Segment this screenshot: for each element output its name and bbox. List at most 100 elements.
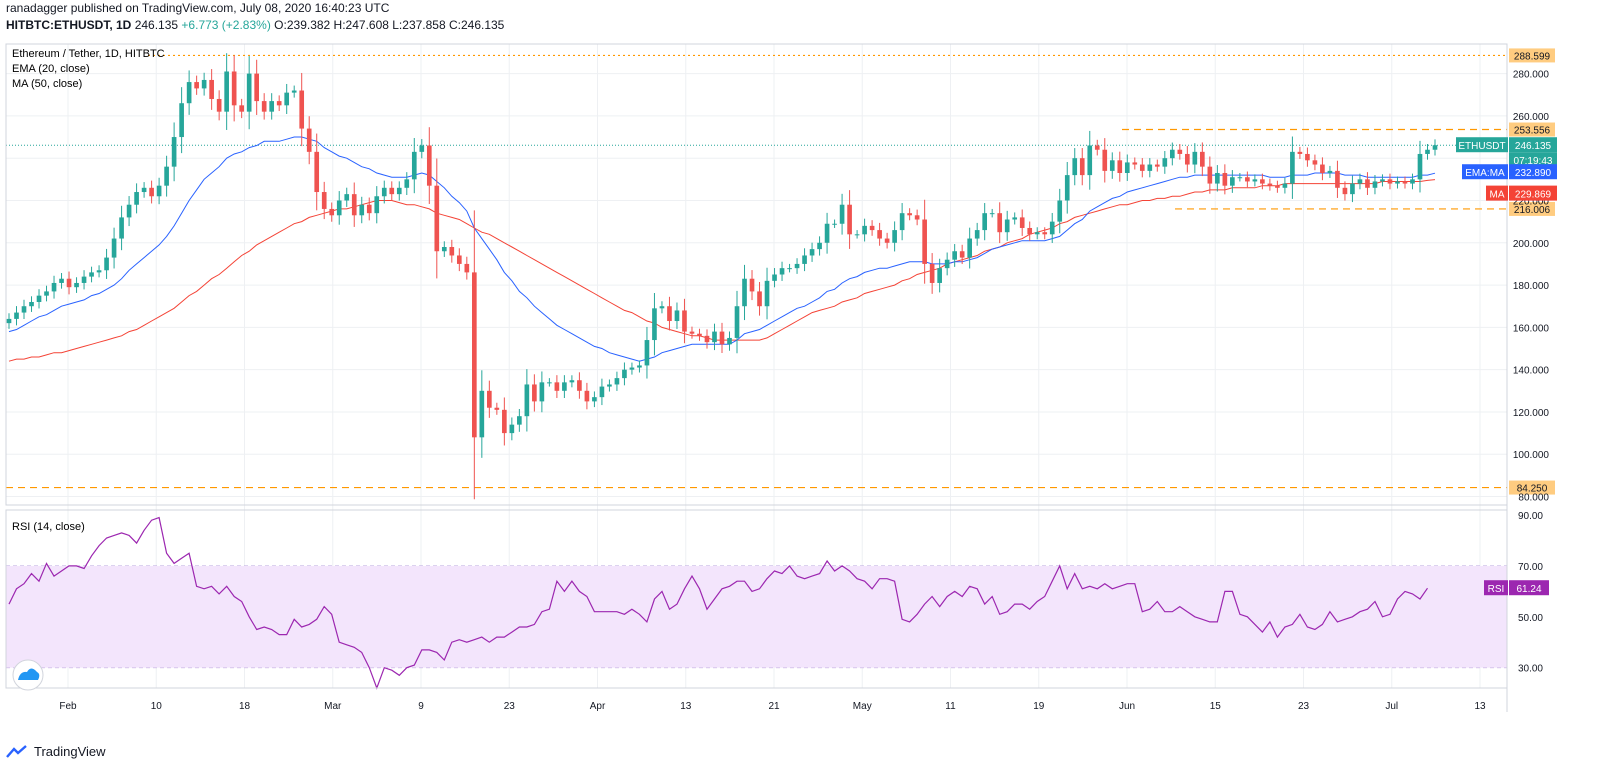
candle-body bbox=[419, 145, 425, 152]
candle-body bbox=[1297, 151, 1303, 154]
axes: Feb 10 18 Mar 9 23 Apr 13 21 May 11 19 Jun 15 23 Jul 13 2… bbox=[5, 43, 1557, 712]
candle-body bbox=[1282, 183, 1288, 188]
symbol-name[interactable]: HITBTC:ETHUSDT, 1D bbox=[6, 18, 132, 32]
candle-body bbox=[562, 382, 567, 391]
rsi-name-tag bbox=[1484, 580, 1508, 596]
time-tick-label: May bbox=[853, 701, 872, 712]
candle-body bbox=[426, 145, 432, 186]
candle-body bbox=[261, 101, 267, 112]
candle-body bbox=[186, 82, 192, 104]
candle-body bbox=[1124, 162, 1130, 173]
price-value-tag bbox=[1509, 185, 1557, 201]
candle-body bbox=[517, 416, 522, 425]
time-tick-label: 13 bbox=[1474, 701, 1486, 712]
series-name-label: EMA:MA bbox=[1465, 168, 1505, 179]
series-name-tag bbox=[1462, 164, 1508, 180]
candle-body bbox=[1169, 149, 1175, 159]
candle-body bbox=[1117, 160, 1123, 173]
time-tick-label: Jul bbox=[1385, 701, 1398, 712]
candle-body bbox=[1154, 164, 1160, 167]
candle-body bbox=[1425, 149, 1430, 154]
time-tick-label: 11 bbox=[945, 701, 956, 712]
candle-body bbox=[246, 73, 252, 112]
candle-body bbox=[1042, 232, 1048, 235]
candle-body bbox=[532, 384, 537, 402]
candle-body bbox=[1215, 172, 1220, 184]
candle-body bbox=[817, 242, 822, 250]
candle-body bbox=[1395, 181, 1400, 184]
price-tick-label: 260.000 bbox=[1513, 112, 1550, 123]
tradingview-cloud-icon[interactable] bbox=[12, 659, 44, 691]
candle-body bbox=[1132, 162, 1138, 165]
candle-body bbox=[284, 92, 290, 106]
candle-body bbox=[682, 310, 687, 332]
candle-body bbox=[644, 340, 650, 366]
candle-body bbox=[396, 187, 402, 195]
candle-body bbox=[1034, 232, 1040, 235]
price-chart[interactable]: 288.599 253.556 216.006 84.250 Feb 10 18 Mar 9 2… bbox=[0, 0, 1600, 740]
series-name-label: ETHUSDT bbox=[1458, 141, 1505, 152]
candle-body bbox=[659, 306, 665, 309]
candle-body bbox=[471, 272, 477, 438]
candle-body bbox=[667, 306, 672, 322]
candle-body bbox=[1365, 179, 1370, 188]
price-value-tag bbox=[1509, 137, 1557, 153]
candle-body bbox=[862, 225, 867, 235]
candle-body bbox=[614, 378, 620, 385]
price-value-label: 07:19:43 bbox=[1514, 156, 1553, 167]
level-price-tag bbox=[1509, 480, 1555, 495]
candle-body bbox=[336, 200, 342, 216]
candle-body bbox=[607, 384, 612, 387]
candle-body bbox=[1260, 179, 1265, 184]
candle-body bbox=[652, 308, 657, 341]
candle-body bbox=[126, 204, 132, 218]
candle-body bbox=[1207, 166, 1213, 184]
candle-body bbox=[59, 278, 64, 283]
candle-body bbox=[254, 73, 260, 102]
level-price-label: 253.556 bbox=[1514, 126, 1551, 137]
candle-body bbox=[291, 90, 297, 93]
candle-body bbox=[36, 295, 42, 302]
time-tick-label: 19 bbox=[1033, 701, 1045, 712]
last-price: 246.135 bbox=[134, 18, 179, 32]
candle-body bbox=[66, 278, 72, 288]
candle-body bbox=[1102, 149, 1108, 171]
candle-body bbox=[381, 187, 387, 197]
candle-body bbox=[6, 318, 12, 324]
candle-body bbox=[832, 223, 837, 225]
chart-legend: Ethereum / Tether, 1D, HITBTC EMA (20, c… bbox=[12, 48, 165, 533]
candle-body bbox=[997, 213, 1003, 233]
candle-body bbox=[231, 71, 237, 106]
rsi-tick-label: 50.00 bbox=[1518, 613, 1543, 624]
candle-body bbox=[892, 230, 897, 243]
candle-body bbox=[1184, 153, 1190, 165]
level-price-label: 84.250 bbox=[1517, 484, 1548, 495]
candle-body bbox=[577, 380, 582, 391]
candle-body bbox=[1087, 145, 1093, 176]
candle-body bbox=[839, 204, 845, 224]
candle-body bbox=[494, 407, 500, 410]
ohlc-values: O:239.382 H:247.608 L:237.858 C:246.135 bbox=[274, 18, 505, 32]
candle-body bbox=[637, 365, 642, 368]
time-tick-label: Jun bbox=[1119, 701, 1135, 712]
price-tick-label: 120.000 bbox=[1513, 408, 1550, 419]
candle-body bbox=[824, 223, 830, 243]
candle-body bbox=[149, 187, 154, 197]
rsi-value-label: 61.24 bbox=[1516, 584, 1541, 595]
candle-body bbox=[104, 257, 109, 271]
candle-body bbox=[1275, 185, 1280, 188]
candle-body bbox=[1335, 170, 1340, 188]
candle-body bbox=[1417, 153, 1423, 180]
candle-body bbox=[1305, 153, 1310, 161]
candle-body bbox=[1200, 151, 1205, 167]
time-tick-label: Mar bbox=[324, 701, 342, 712]
tradingview-logo-icon bbox=[6, 744, 27, 758]
level-price-label: 288.599 bbox=[1514, 51, 1551, 62]
rsi-line bbox=[8, 516, 1428, 690]
candle-body bbox=[74, 282, 79, 288]
candle-body bbox=[869, 225, 875, 231]
candle-body bbox=[487, 390, 492, 408]
rsi-name-label: RSI bbox=[1488, 584, 1505, 595]
candle-body bbox=[209, 79, 214, 99]
candle-body bbox=[809, 249, 815, 256]
